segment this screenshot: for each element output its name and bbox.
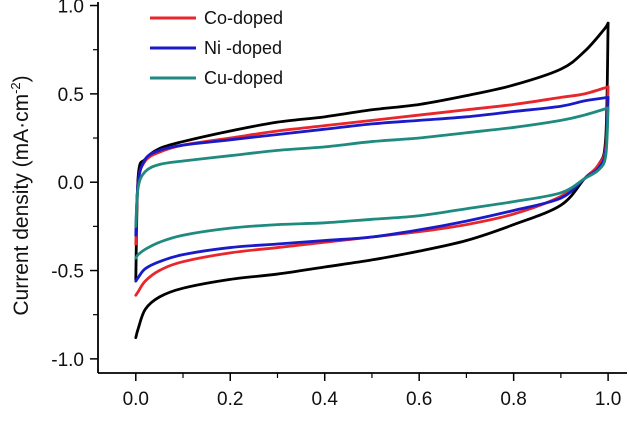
- y-axis-title-main: Current density (mA·cm: [10, 94, 33, 316]
- y-tick-label: 0.0: [58, 173, 84, 194]
- x-tick-label: 0.8: [500, 389, 526, 410]
- y-tick-label: -1.0: [51, 350, 84, 371]
- series-line-ni-doped-anodic: [134, 96, 610, 237]
- x-tick-label: 0.6: [406, 389, 432, 410]
- y-tick-label: -0.5: [51, 262, 84, 283]
- legend-label-cu-doped: Cu-doped: [204, 68, 283, 88]
- legend-item-ni-doped: Ni -doped: [150, 38, 282, 58]
- y-axis-title-sup: -2: [8, 82, 23, 94]
- legend-label-ni-doped: Ni -doped: [204, 38, 282, 58]
- x-tick-label: 1.0: [595, 389, 621, 410]
- y-tick-label: 1.0: [58, 0, 84, 18]
- legend: Co-doped Ni -doped Cu-doped: [150, 8, 283, 88]
- y-axis-title-close: ): [10, 75, 33, 82]
- legend-item-co-doped: Co-doped: [150, 8, 283, 28]
- y-axis-title: Current density (mA·cm-2): [8, 75, 33, 315]
- x-tick-label: 0.2: [217, 389, 243, 410]
- series-co-doped: [134, 85, 610, 297]
- x-tick-label: 0.0: [123, 389, 149, 410]
- series-line-co-doped-anodic: [134, 85, 610, 246]
- series-line-cu-doped-cathodic: [134, 106, 610, 260]
- series-cu-doped: [134, 106, 610, 260]
- series-line-cu-doped-anodic: [134, 106, 610, 228]
- x-tick-label: 0.4: [312, 389, 339, 410]
- legend-label-co-doped: Co-doped: [204, 8, 283, 28]
- series-line-co-doped-cathodic: [134, 85, 610, 297]
- legend-item-cu-doped: Cu-doped: [150, 68, 283, 88]
- series-line-undoped-anodic: [134, 21, 610, 281]
- axes: 0.0 0.2 0.4 0.6 0.8 1.0 -1.0 -0.5 0.0 0.5 1.0: [51, 0, 627, 410]
- plot-area: [134, 21, 610, 340]
- y-tick-label: 0.5: [58, 85, 84, 106]
